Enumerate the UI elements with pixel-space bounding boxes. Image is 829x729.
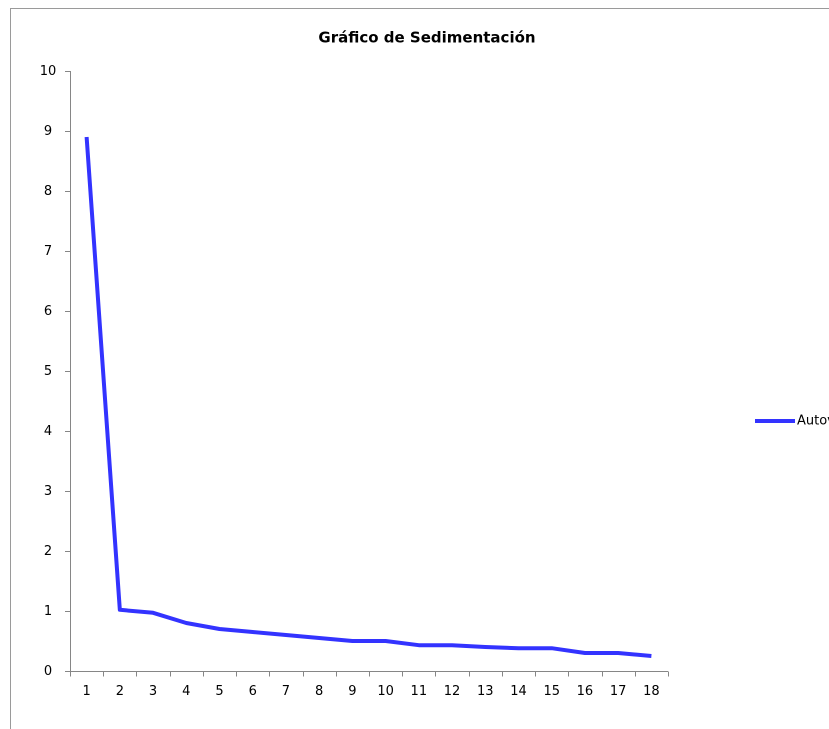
- y-tick-label: 10: [40, 64, 57, 79]
- x-tick-label: 8: [315, 684, 323, 699]
- x-tick-label: 16: [577, 684, 594, 699]
- x-tick-label: 10: [377, 684, 394, 699]
- legend-label: Autovalor: [797, 414, 829, 429]
- y-tick-label: 9: [44, 124, 52, 139]
- x-tick-label: 14: [510, 684, 527, 699]
- y-tick-label: 1: [44, 604, 52, 619]
- x-tick-label: 12: [444, 684, 461, 699]
- chart-title: Gráfico de Sedimentación: [318, 29, 535, 47]
- x-tick-label: 6: [249, 684, 257, 699]
- y-tick-label: 5: [44, 364, 52, 379]
- x-tick-label: 4: [182, 684, 190, 699]
- y-tick-label: 0: [44, 664, 52, 679]
- data-line: [84, 136, 652, 658]
- y-tick-label: 7: [44, 244, 52, 259]
- y-tick-label: 8: [44, 184, 52, 199]
- x-tick-label: 3: [149, 684, 157, 699]
- x-tick-label: 15: [543, 684, 560, 699]
- x-tick-label: 17: [610, 684, 627, 699]
- x-tick-label: 5: [215, 684, 223, 699]
- y-tick-label: 4: [44, 424, 52, 439]
- y-tick-label: 2: [44, 544, 52, 559]
- x-tick-label: 2: [116, 684, 124, 699]
- y-tick-label: 6: [44, 304, 52, 319]
- y-tick-label: 3: [44, 484, 52, 499]
- x-tick-label: 13: [477, 684, 494, 699]
- x-tick-label: 1: [82, 684, 90, 699]
- x-tick-label: 18: [643, 684, 660, 699]
- x-tick-label: 7: [282, 684, 290, 699]
- x-tick-label: 9: [348, 684, 356, 699]
- chart-frame: [10, 8, 829, 729]
- x-tick-label: 11: [411, 684, 428, 699]
